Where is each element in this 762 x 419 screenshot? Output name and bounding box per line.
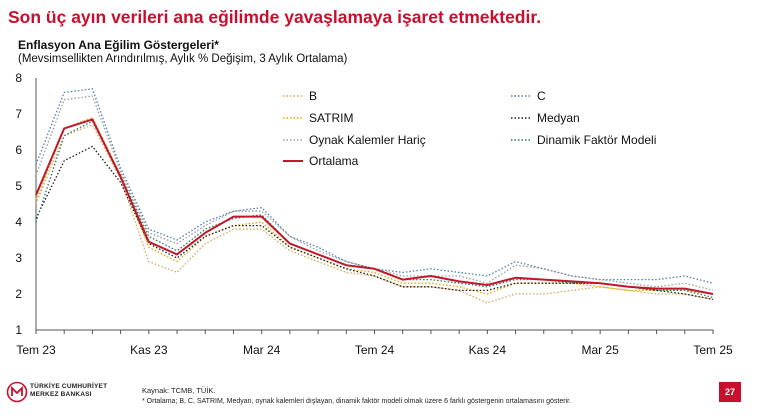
y-tick-label: 3 [15, 251, 22, 265]
legend-label: Medyan [537, 111, 580, 125]
legend-label: SATRIM [309, 111, 353, 125]
y-tick-label: 4 [15, 215, 22, 229]
series-line-satrim [35, 116, 714, 295]
page-number: 27 [719, 382, 741, 402]
y-tick-label: 1 [15, 323, 22, 337]
source-note: Kaynak: TCMB, TÜİK. [142, 386, 216, 395]
y-tick-label: 8 [15, 71, 22, 85]
legend-label: Oynak Kalemler Hariç [309, 133, 426, 147]
x-tick-label: Mar 24 [243, 343, 281, 357]
legend: B C SATRIM Medyan Oynak Kalemler Hariç Dinami… [283, 89, 656, 168]
x-tick-label: Mar 25 [581, 343, 619, 357]
legend-label: B [309, 89, 317, 103]
x-axis: Tem 23 Kas 23 Mar 24 Tem 24 Kas 24 Mar 25 Tem … [16, 329, 733, 357]
legend-label: C [537, 89, 546, 103]
bank-name-line2: MERKEZ BANKASI [30, 391, 92, 398]
bank-name: TÜRKİYE CUMHURİYET MERKEZ BANKASI [30, 383, 107, 399]
series-line-c [35, 88, 714, 284]
y-tick-label: 7 [15, 107, 22, 121]
series-line-b [35, 124, 714, 304]
y-axis: 1 2 3 4 5 6 7 8 [15, 71, 37, 337]
tcmb-logo-icon [6, 381, 28, 403]
chart-subtitle: (Mevsimsellikten Arındırılmış, Aylık % D… [18, 53, 348, 65]
series-line-ortalama [35, 118, 714, 295]
y-tick-label: 5 [15, 179, 22, 193]
chart-title: Enflasyon Ana Eğilim Göstergeleri* [18, 38, 219, 52]
legend-label: Ortalama [309, 154, 359, 168]
series-line-medyan [35, 145, 714, 301]
legend-label: Dinamik Faktör Modeli [537, 133, 656, 147]
footnote: * Ortalama; B, C, SATRIM, Medyan, oynak … [142, 398, 571, 405]
x-tick-label: Tem 25 [693, 343, 733, 357]
series-layer [35, 88, 714, 304]
y-tick-label: 6 [15, 143, 22, 157]
headline: Son üç ayın verileri ana eğilimde yavaşl… [8, 7, 542, 27]
bank-name-line1: TÜRKİYE CUMHURİYET [30, 383, 108, 390]
x-tick-label: Tem 23 [16, 343, 56, 357]
line-chart: 1 2 3 4 5 6 7 8 Tem 23 Kas 23 Mar 24 Tem 24 Kas 24 M… [15, 71, 733, 357]
x-tick-label: Tem 24 [355, 343, 395, 357]
x-tick-label: Kas 23 [130, 343, 168, 357]
series-line-oynak-kalemler-hariç [35, 95, 714, 292]
x-tick-label: Kas 24 [469, 343, 507, 357]
y-tick-label: 2 [15, 287, 22, 301]
